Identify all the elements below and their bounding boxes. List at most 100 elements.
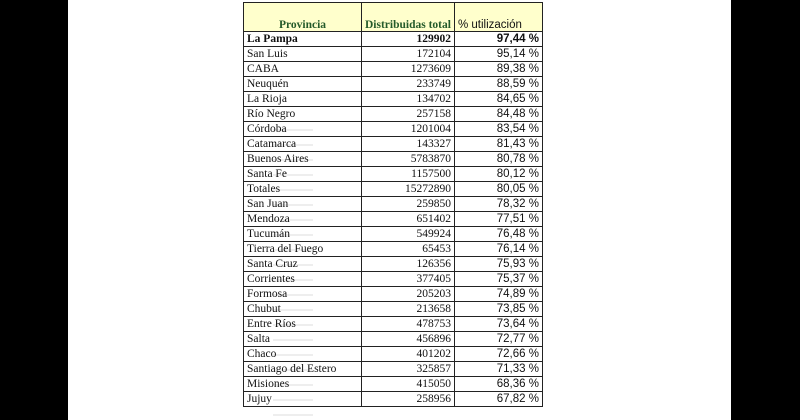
cell-utilizacion: 80,05 % — [453, 181, 543, 197]
cell-provincia: Santiago del Estero — [243, 361, 362, 377]
cell-distribuidas: 172104 — [361, 46, 455, 62]
cell-utilizacion: 84,48 % — [453, 106, 543, 122]
cell-distribuidas: 259850 — [361, 196, 455, 212]
table-row: Río Negro 257158 84,48 % — [243, 106, 543, 122]
cell-provincia: Río Negro — [243, 106, 362, 122]
cell-provincia: San Luis — [243, 46, 362, 62]
table-row: San Luis 172104 95,14 % — [243, 46, 543, 62]
cell-utilizacion: 81,43 % — [453, 136, 543, 152]
cell-provincia: San Juan — [243, 196, 362, 212]
cell-distribuidas: 258956 — [361, 391, 455, 407]
cell-provincia: Chubut — [243, 301, 362, 317]
cell-provincia: Santa Fe — [243, 166, 362, 182]
table-row: La Rioja 134702 84,65 % — [243, 91, 543, 107]
cell-provincia: CABA — [243, 61, 362, 77]
cell-provincia: Tucumán — [243, 226, 362, 242]
cell-provincia: Córdoba — [243, 121, 362, 137]
cell-distribuidas: 1273609 — [361, 61, 455, 77]
cell-distribuidas: 1201004 — [361, 121, 455, 137]
table-row: Salta 456896 72,77 % — [243, 331, 543, 347]
cell-utilizacion: 84,65 % — [453, 91, 543, 107]
cell-provincia: Entre Ríos — [243, 316, 362, 332]
cell-utilizacion: 95,14 % — [453, 46, 543, 62]
cell-utilizacion: 68,36 % — [453, 376, 543, 392]
header-provincia: Provincia — [243, 2, 362, 32]
cell-distribuidas: 134702 — [361, 91, 455, 107]
cell-provincia: Salta — [243, 331, 362, 347]
cell-distribuidas: 325857 — [361, 361, 455, 377]
table-row: Chaco 401202 72,66 % — [243, 346, 543, 362]
table-row: Tucumán 549924 76,48 % — [243, 226, 543, 242]
cell-provincia: Chaco — [243, 346, 362, 362]
cell-distribuidas: 377405 — [361, 271, 455, 287]
cell-distribuidas: 478753 — [361, 316, 455, 332]
cell-distribuidas: 65453 — [361, 241, 455, 257]
table-row: Chubut 213658 73,85 % — [243, 301, 543, 317]
cell-provincia: Formosa — [243, 286, 362, 302]
table-row: Neuquén 233749 88,59 % — [243, 76, 543, 92]
cell-provincia: Neuquén — [243, 76, 362, 92]
cell-utilizacion: 75,37 % — [453, 271, 543, 287]
table-row: Buenos Aires 5783870 80,78 % — [243, 151, 543, 167]
distribution-table: Provincia Distribuidas total % utilizaci… — [243, 2, 543, 407]
cell-provincia: La Rioja — [243, 91, 362, 107]
cell-provincia: Jujuy — [243, 391, 362, 407]
cell-utilizacion: 77,51 % — [453, 211, 543, 227]
cell-provincia: Tierra del Fuego — [243, 241, 362, 257]
cell-distribuidas: 257158 — [361, 106, 455, 122]
cell-distribuidas: 129902 — [361, 31, 455, 47]
cell-utilizacion: 78,32 % — [453, 196, 543, 212]
cell-distribuidas: 1157500 — [361, 166, 455, 182]
cell-provincia: Misiones — [243, 376, 362, 392]
cell-utilizacion: 67,82 % — [453, 391, 543, 407]
cell-distribuidas: 651402 — [361, 211, 455, 227]
table-row: Santa Fe 1157500 80,12 % — [243, 166, 543, 182]
cell-utilizacion: 76,14 % — [453, 241, 543, 257]
table-row: Formosa 205203 74,89 % — [243, 286, 543, 302]
table-row: Entre Ríos 478753 73,64 % — [243, 316, 543, 332]
header-distribuidas: Distribuidas total — [361, 2, 455, 32]
cell-distribuidas: 5783870 — [361, 151, 455, 167]
cell-utilizacion: 73,64 % — [453, 316, 543, 332]
table-row: Catamarca 143327 81,43 % — [243, 136, 543, 152]
table-row: Santiago del Estero 325857 71,33 % — [243, 361, 543, 377]
cell-utilizacion: 72,66 % — [453, 346, 543, 362]
cell-utilizacion: 83,54 % — [453, 121, 543, 137]
table-row: Jujuy 258956 67,82 % — [243, 391, 543, 407]
cell-provincia: Santa Cruz — [243, 256, 362, 272]
table-row: Santa Cruz 126356 75,93 % — [243, 256, 543, 272]
cell-utilizacion: 88,59 % — [453, 76, 543, 92]
cell-distribuidas: 456896 — [361, 331, 455, 347]
cell-distribuidas: 233749 — [361, 76, 455, 92]
cell-utilizacion: 75,93 % — [453, 256, 543, 272]
cell-provincia: Catamarca — [243, 136, 362, 152]
table-row: San Juan 259850 78,32 % — [243, 196, 543, 212]
cell-distribuidas: 549924 — [361, 226, 455, 242]
table-row: Misiones 415050 68,36 % — [243, 376, 543, 392]
cell-utilizacion: 72,77 % — [453, 331, 543, 347]
table-row: Córdoba 1201004 83,54 % — [243, 121, 543, 137]
cell-utilizacion: 71,33 % — [453, 361, 543, 377]
table-row: La Pampa 129902 97,44 % — [243, 31, 543, 47]
cell-utilizacion: 89,38 % — [453, 61, 543, 77]
table-row: Tierra del Fuego 65453 76,14 % — [243, 241, 543, 257]
cell-provincia: La Pampa — [243, 31, 362, 47]
cell-provincia: Corrientes — [243, 271, 362, 287]
cell-utilizacion: 80,78 % — [453, 151, 543, 167]
cell-utilizacion: 74,89 % — [453, 286, 543, 302]
table-row: Totales 15272890 80,05 % — [243, 181, 543, 197]
header-utilizacion: % utilización — [453, 2, 543, 32]
cell-distribuidas: 205203 — [361, 286, 455, 302]
cell-provincia: Buenos Aires — [243, 151, 362, 167]
cell-distribuidas: 401202 — [361, 346, 455, 362]
cell-distribuidas: 213658 — [361, 301, 455, 317]
cell-utilizacion: 97,44 % — [453, 31, 543, 47]
table-row: Corrientes 377405 75,37 % — [243, 271, 543, 287]
header-row: Provincia Distribuidas total % utilizaci… — [243, 2, 543, 32]
cell-provincia: Mendoza — [243, 211, 362, 227]
cell-distribuidas: 415050 — [361, 376, 455, 392]
cell-utilizacion: 73,85 % — [453, 301, 543, 317]
cell-utilizacion: 80,12 % — [453, 166, 543, 182]
cell-distribuidas: 126356 — [361, 256, 455, 272]
cell-utilizacion: 76,48 % — [453, 226, 543, 242]
